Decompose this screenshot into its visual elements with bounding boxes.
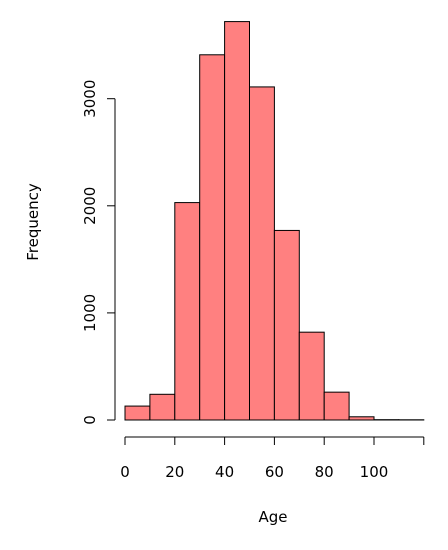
histogram-bars <box>124 21 425 421</box>
histogram-bar-80-90 <box>323 391 350 421</box>
x-axis: 0 20 40 60 80 100 <box>120 436 425 481</box>
x-tick-label: 20 <box>165 463 184 481</box>
histogram-bar-20-30 <box>174 202 201 421</box>
histogram-bar-60-70 <box>273 229 300 421</box>
x-axis-label: Age <box>258 508 287 526</box>
x-tick-label: 0 <box>120 463 130 481</box>
y-tick-label: 2000 <box>81 187 99 225</box>
histogram-bar-0-10 <box>124 405 151 421</box>
y-tick-label: 1000 <box>81 294 99 332</box>
y-tick-label: 3000 <box>81 80 99 118</box>
histogram-bar-10-20 <box>149 393 176 421</box>
histogram-bar-30-40 <box>199 54 226 421</box>
histogram-bar-50-60 <box>249 86 275 421</box>
x-tick-label: 40 <box>215 463 234 481</box>
x-tick-label: 100 <box>360 463 389 481</box>
y-axis: 0 1000 2000 3000 <box>81 80 116 425</box>
y-tick-label: 0 <box>81 415 99 425</box>
histogram-bar-70-80 <box>298 331 325 421</box>
y-axis-label: Frequency <box>24 183 42 261</box>
x-tick-label: 60 <box>265 463 284 481</box>
histogram-bar-40-50 <box>224 21 251 421</box>
histogram-bar-90-100 <box>348 416 375 421</box>
x-tick-label: 80 <box>315 463 334 481</box>
